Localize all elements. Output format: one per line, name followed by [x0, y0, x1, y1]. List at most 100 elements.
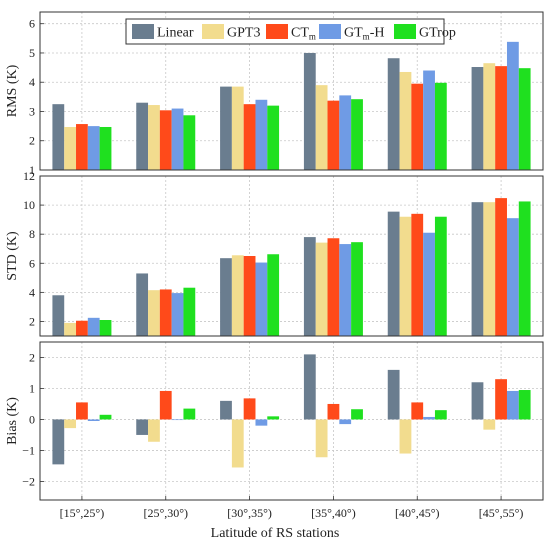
- bar: [255, 99, 268, 170]
- bar: [327, 238, 340, 336]
- bar: [243, 104, 256, 170]
- bar: [483, 63, 496, 171]
- y-axis-label: RMS (K): [5, 64, 20, 117]
- legend-entry: GTm-H: [319, 24, 384, 42]
- y-tick-label: −1: [22, 443, 35, 457]
- y-tick-label: 4: [29, 75, 35, 89]
- bar: [99, 414, 112, 420]
- bar: [255, 262, 268, 336]
- bar: [76, 124, 88, 170]
- legend-label: CTm: [291, 26, 316, 42]
- bar: [64, 126, 77, 170]
- bar: [220, 86, 232, 170]
- bar: [351, 409, 363, 420]
- bar: [99, 126, 112, 170]
- bar: [87, 126, 100, 170]
- bar: [387, 369, 400, 420]
- bar: [315, 242, 328, 336]
- bar: [255, 419, 268, 426]
- bar: [52, 104, 65, 170]
- bar: [434, 216, 447, 336]
- bar: [434, 82, 447, 170]
- x-tick-label: [30°,35°): [227, 506, 272, 520]
- y-tick-label: −2: [22, 474, 35, 488]
- bar: [411, 402, 424, 420]
- bar: [99, 320, 112, 336]
- x-axis: [15°,25°) [25°,30°) [30°,35°) [35°,40°) [40°…: [60, 496, 524, 520]
- legend-label: GPT3: [227, 26, 260, 41]
- bar: [148, 419, 160, 442]
- bar: [339, 244, 352, 336]
- legend-label: Linear: [157, 26, 194, 41]
- panel-frame: [39, 341, 544, 501]
- bar: [136, 102, 149, 170]
- bar: [303, 237, 316, 336]
- panel-background: [40, 176, 543, 336]
- x-tick-label: [25°,30°): [143, 506, 188, 520]
- bar: [423, 232, 435, 336]
- bar: [483, 419, 496, 430]
- bar: [267, 254, 280, 336]
- bar: [399, 419, 412, 454]
- bar: [159, 390, 172, 420]
- bar: [495, 198, 507, 336]
- legend-label: GTm-H: [344, 26, 384, 42]
- bar: [136, 419, 149, 435]
- panel-background: [40, 342, 543, 500]
- y-tick-label: 5: [29, 46, 35, 60]
- bar: [387, 58, 400, 171]
- bar: [159, 110, 172, 170]
- legend-entry: Linear: [132, 24, 194, 41]
- bar: [148, 290, 160, 336]
- legend-swatch: [202, 24, 224, 39]
- legend-swatch: [394, 24, 416, 39]
- legend-entry: CTm: [266, 24, 316, 42]
- bar: [243, 398, 256, 420]
- bar: [243, 256, 256, 336]
- bar: [518, 390, 531, 420]
- y-tick-label: 2: [29, 350, 35, 364]
- bar: [220, 258, 232, 336]
- x-axis-label: Latitude of RS stations: [211, 526, 340, 541]
- x-tick-label: [45°,55°): [479, 506, 524, 520]
- bar: [351, 242, 363, 336]
- y-axis-label: STD (K): [5, 231, 20, 281]
- bar: [171, 108, 184, 170]
- bar: [327, 403, 340, 420]
- bar: [136, 273, 149, 336]
- bar: [518, 68, 531, 170]
- bar: [76, 320, 88, 336]
- bar: [231, 255, 244, 336]
- bar: [64, 322, 77, 336]
- y-tick-label: 2: [29, 314, 35, 328]
- bar: [495, 379, 507, 420]
- bar: [267, 105, 280, 170]
- bar: [303, 354, 316, 420]
- y-tick-label: 6: [29, 17, 35, 31]
- y-tick-label: 1: [29, 163, 35, 177]
- y-tick-label: 0: [29, 412, 35, 426]
- bar: [183, 408, 196, 420]
- x-tick-label: [15°,25°): [60, 506, 105, 520]
- bar: [518, 201, 531, 336]
- bar: [148, 105, 160, 170]
- legend-entry: GPT3: [202, 24, 260, 41]
- bar: [411, 83, 424, 170]
- bar: [171, 419, 184, 421]
- bar: [52, 295, 65, 336]
- panel-frame: [39, 11, 544, 171]
- bar: [399, 216, 412, 336]
- x-tick-label: [40°,45°): [395, 506, 440, 520]
- y-axis-label: Bias (K): [5, 397, 20, 445]
- bar: [483, 202, 496, 336]
- legend-swatch: [132, 24, 154, 39]
- bar: [495, 66, 507, 170]
- bar: [434, 410, 447, 420]
- legend-swatch: [319, 24, 341, 39]
- bar: [471, 382, 484, 420]
- bar: [471, 202, 484, 336]
- panel-3: −2 −1 0 1 2 Bias (K): [5, 341, 544, 501]
- bar: [327, 100, 340, 170]
